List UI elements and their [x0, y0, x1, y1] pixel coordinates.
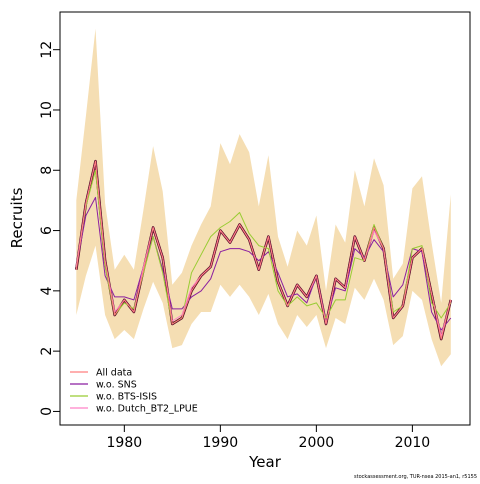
- legend-item-wo-dutch-bt2-lpue: w.o. Dutch_BT2_LPUE: [70, 404, 198, 415]
- x-axis-label: Year: [248, 453, 282, 471]
- series-line-all-data: [75, 160, 452, 340]
- legend-label: All data: [96, 368, 132, 379]
- x-axis: 1980 1990 2000 2010: [107, 425, 431, 451]
- y-tick-label: 10: [39, 101, 55, 119]
- plot-frame: [59, 11, 471, 426]
- y-tick-label: 0: [39, 407, 55, 416]
- y-tick-label: 8: [39, 166, 55, 175]
- legend-label: w.o. Dutch_BT2_LPUE: [96, 404, 198, 415]
- legend-item-all-data: All data: [70, 368, 132, 379]
- x-tick-label: 1990: [203, 435, 239, 451]
- series-line-wo-sns: [75, 196, 452, 331]
- y-tick-label: 4: [39, 286, 55, 295]
- x-tick-label: 1980: [107, 435, 143, 451]
- y-tick-label: 2: [39, 347, 55, 356]
- legend-item-wo-bts-isis: w.o. BTS-ISIS: [70, 392, 157, 403]
- y-tick-label: 6: [39, 226, 55, 235]
- legend-label: w.o. SNS: [96, 380, 137, 391]
- footnote: stockassessment.org, TUR-nsea 2015-an1, …: [354, 474, 477, 480]
- legend-label: w.o. BTS-ISIS: [96, 392, 157, 403]
- x-tick-label: 2000: [299, 435, 335, 451]
- y-tick-label: 12: [39, 41, 55, 59]
- confidence-band: [76, 28, 451, 367]
- x-tick-label: 2010: [395, 435, 431, 451]
- y-axis: 0 2 4 6 8 10 12: [39, 41, 60, 416]
- legend-item-wo-sns: w.o. SNS: [70, 380, 137, 391]
- series-lines: [75, 159, 453, 341]
- y-axis-label: Recruits: [8, 187, 26, 248]
